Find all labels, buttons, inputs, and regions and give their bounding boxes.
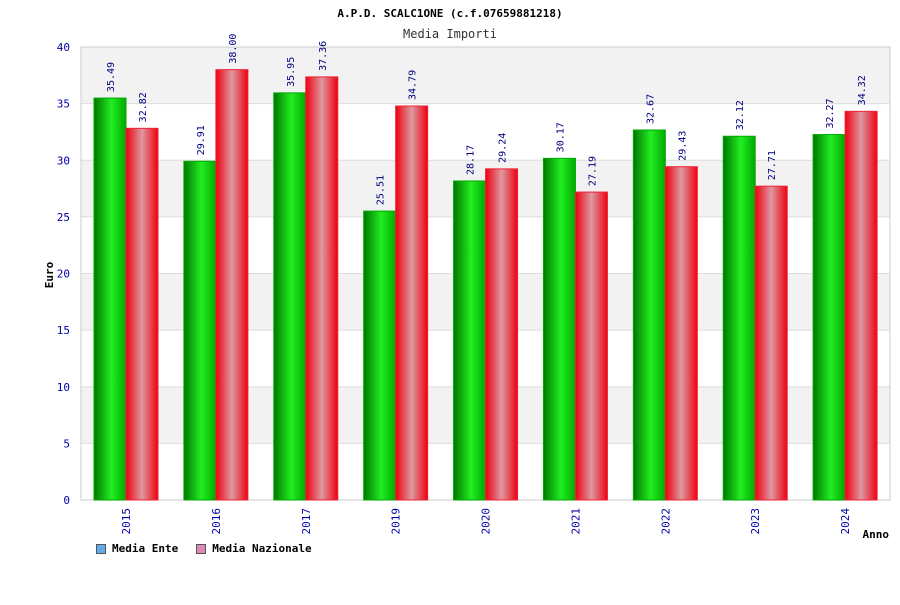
y-tick-label: 10: [57, 381, 70, 394]
bar-media-nazionale-2024: [844, 110, 878, 501]
data-label: 35.95: [286, 57, 297, 87]
legend-item-media-ente: Media Ente: [96, 542, 178, 555]
bar-media-nazionale-2019: [395, 105, 429, 501]
y-tick-label: 40: [57, 41, 70, 54]
y-tick-label: 15: [57, 324, 70, 337]
bar-media-ente-2024: [812, 134, 846, 501]
x-tick-label: 2021: [569, 508, 582, 535]
legend-swatch-nazionale: [196, 543, 207, 554]
data-label: 25.51: [376, 175, 387, 205]
bar-media-ente-2020: [453, 180, 487, 501]
bar-media-ente-2015: [93, 97, 127, 501]
bar-media-nazionale-2015: [125, 127, 159, 501]
data-label: 34.32: [857, 75, 868, 105]
bar-media-nazionale-2021: [574, 191, 608, 501]
chart-subtitle: Media Importi: [403, 27, 497, 41]
data-label: 29.43: [677, 131, 688, 161]
x-tick-label: 2015: [120, 508, 133, 535]
bar-media-nazionale-2023: [754, 185, 788, 501]
x-tick-label: 2019: [390, 508, 403, 535]
data-label: 30.17: [555, 122, 566, 152]
bar-media-nazionale-2020: [485, 168, 519, 501]
data-label: 32.12: [735, 100, 746, 130]
data-label: 29.91: [196, 125, 207, 155]
bar-media-ente-2019: [363, 210, 397, 501]
x-axis-title: Anno: [863, 528, 890, 541]
bar-media-ente-2023: [722, 135, 756, 501]
data-label: 37.36: [318, 41, 329, 71]
y-tick-label: 0: [63, 494, 70, 507]
data-label: 35.49: [106, 62, 117, 92]
data-label: 32.82: [138, 92, 149, 122]
x-tick-label: 2024: [839, 508, 852, 535]
data-label: 29.24: [498, 133, 509, 163]
data-label: 27.71: [767, 150, 778, 180]
chart-title: A.P.D. SCALC1ONE (c.f.07659881218): [337, 7, 562, 20]
bar-media-nazionale-2017: [305, 76, 339, 501]
bar-media-ente-2022: [632, 129, 666, 501]
x-tick-label: 2023: [749, 508, 762, 535]
legend-label-ente: Media Ente: [112, 542, 179, 555]
data-label: 28.17: [466, 145, 477, 175]
data-label: 38.00: [228, 34, 239, 64]
bar-media-nazionale-2022: [664, 166, 698, 501]
y-tick-label: 30: [57, 154, 70, 167]
bar-media-ente-2016: [183, 160, 217, 501]
bar-media-ente-2021: [542, 157, 576, 501]
grid-band: [81, 47, 890, 104]
y-tick-label: 20: [57, 268, 70, 281]
legend-item-media-nazionale: Media Nazionale: [196, 542, 312, 555]
data-label: 32.27: [825, 98, 836, 128]
data-label: 34.79: [408, 70, 419, 100]
bar-media-nazionale-2016: [215, 69, 249, 501]
x-tick-label: 2017: [300, 508, 313, 535]
y-tick-label: 5: [63, 437, 70, 450]
x-tick-label: 2016: [210, 508, 223, 535]
legend: Media Ente Media Nazionale: [96, 542, 312, 555]
y-tick-label: 25: [57, 211, 70, 224]
bar-media-ente-2017: [273, 92, 307, 501]
y-tick-label: 35: [57, 98, 70, 111]
legend-label-nazionale: Media Nazionale: [212, 542, 312, 555]
data-label: 32.67: [645, 94, 656, 124]
x-tick-label: 2022: [659, 508, 672, 535]
legend-swatch-ente: [96, 543, 106, 554]
data-label: 27.19: [587, 156, 598, 186]
y-axis-title: Euro: [43, 261, 56, 288]
x-tick-label: 2020: [480, 508, 493, 535]
